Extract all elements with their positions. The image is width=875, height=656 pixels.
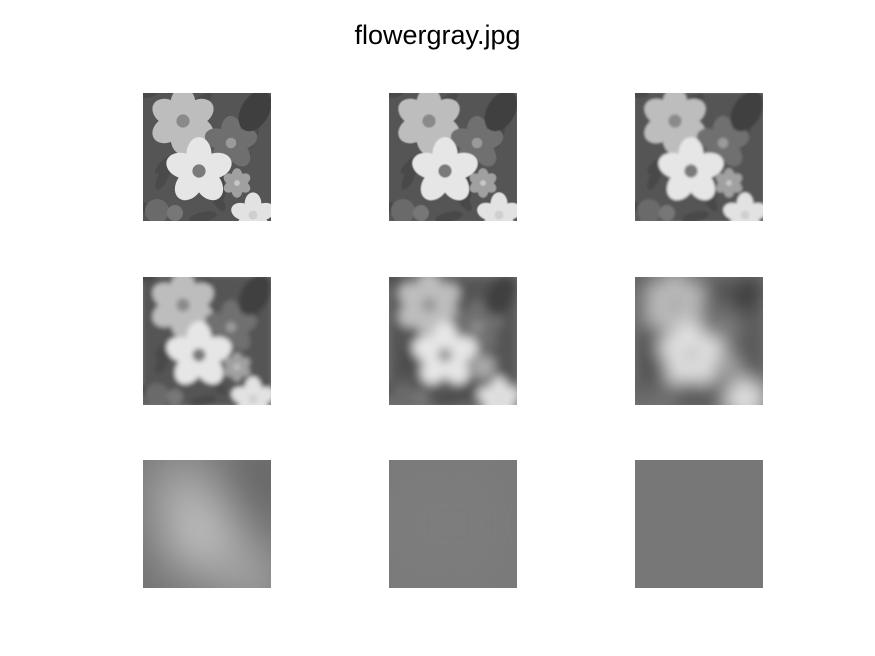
image-panel-4 — [143, 277, 271, 405]
flower-image — [635, 460, 763, 588]
image-panel-3 — [635, 93, 763, 221]
image-panel-2 — [389, 93, 517, 221]
image-panel-5 — [389, 277, 517, 405]
flower-image — [143, 460, 271, 588]
flower-image — [389, 460, 517, 588]
image-panel-6 — [635, 277, 763, 405]
flower-image — [143, 277, 271, 405]
flower-image — [143, 93, 271, 221]
flower-image — [389, 93, 517, 221]
figure-title: flowergray.jpg — [354, 20, 521, 50]
image-panel-8 — [389, 460, 517, 588]
flower-image — [635, 277, 763, 405]
image-panel-1 — [143, 93, 271, 221]
image-panel-7 — [143, 460, 271, 588]
image-panel-9 — [635, 460, 763, 588]
flower-image — [389, 277, 517, 405]
flower-image — [635, 93, 763, 221]
